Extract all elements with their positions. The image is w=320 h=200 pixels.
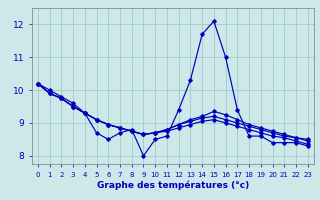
X-axis label: Graphe des températures (°c): Graphe des températures (°c): [97, 180, 249, 190]
